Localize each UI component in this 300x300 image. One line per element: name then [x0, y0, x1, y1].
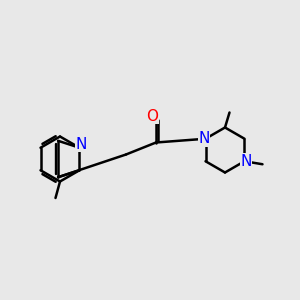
Text: N: N [198, 131, 210, 146]
Text: N: N [75, 136, 87, 152]
Text: N: N [240, 154, 252, 169]
Text: O: O [146, 109, 158, 124]
